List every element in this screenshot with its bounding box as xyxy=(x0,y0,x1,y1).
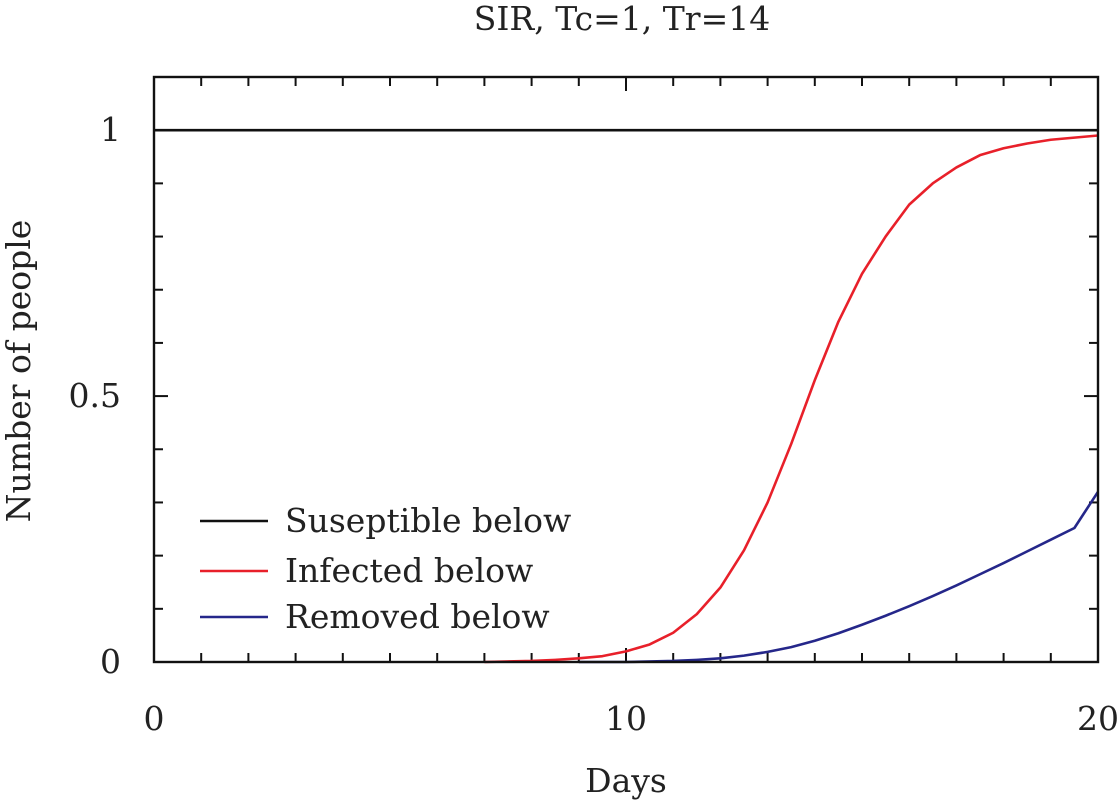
x-tick-label: 10 xyxy=(605,699,647,738)
series-line-2 xyxy=(484,134,1099,664)
y-tick-label: 1 xyxy=(100,110,121,149)
plot-frame xyxy=(152,75,1100,664)
legend-label: Suseptible below xyxy=(285,501,571,540)
plot-area: 0 10 20 0 0.5 1 Suseptible below Infected below… xyxy=(69,75,1119,738)
legend-label: Removed below xyxy=(285,597,550,636)
y-tick-label: 0 xyxy=(100,642,121,681)
legend-label: Infected below xyxy=(285,551,533,590)
x-axis-label: Days xyxy=(585,761,667,800)
x-tick-label: 20 xyxy=(1077,699,1119,738)
chart-title: SIR, Tc=1, Tr=14 xyxy=(474,0,770,38)
x-tick-label: 0 xyxy=(144,699,165,738)
series-line-3 xyxy=(578,491,1100,664)
y-tick-label: 0.5 xyxy=(69,376,121,415)
y-axis-label: Number of people xyxy=(0,220,38,523)
